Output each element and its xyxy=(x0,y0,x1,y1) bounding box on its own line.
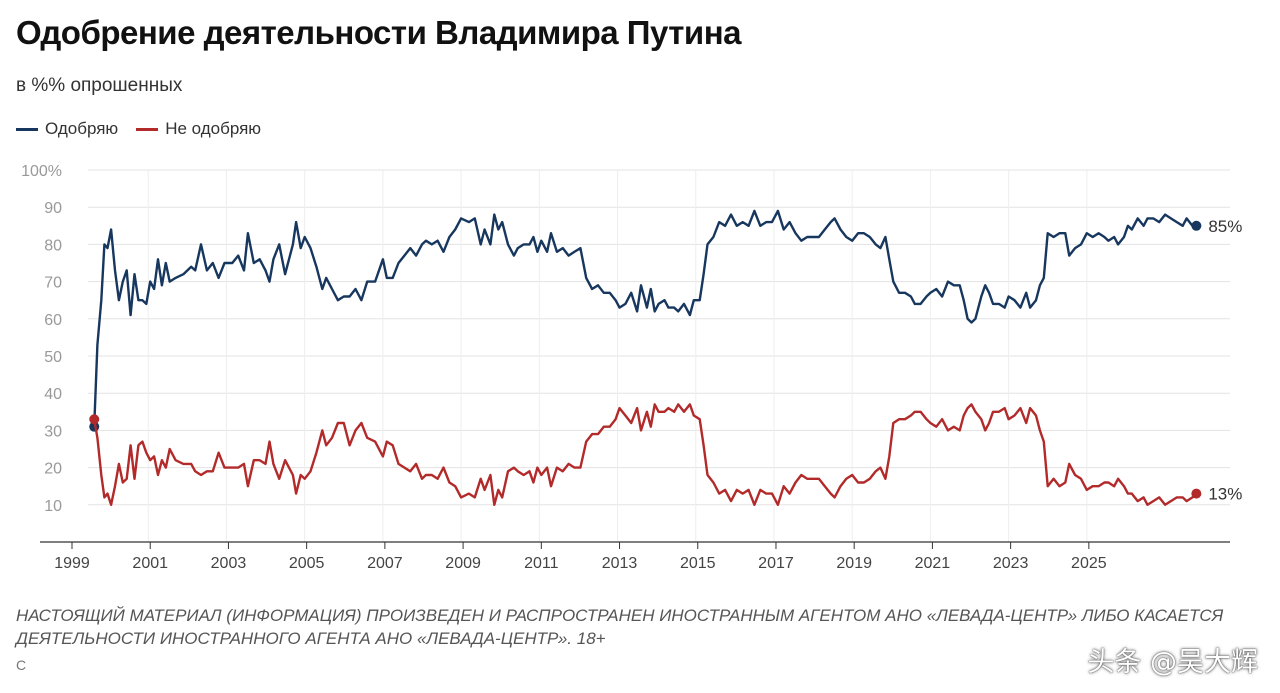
line-chart: 10 20 30 40 50 60 70 80 90 100% 1999 2001 2003 2005 20… xyxy=(21,163,1242,572)
xtick-label-2001: 2001 xyxy=(132,555,168,572)
xtick-label-2011: 2011 xyxy=(524,555,559,572)
legend-swatch-disapprove xyxy=(136,127,159,131)
xtick-label-2021: 2021 xyxy=(915,555,951,572)
series-end-label-0: 85% xyxy=(1208,217,1242,236)
xtick-label-2003: 2003 xyxy=(211,555,247,572)
chart-subtitle: в %% опрошенных xyxy=(16,75,183,96)
ytick-label-80: 80 xyxy=(44,237,62,254)
series-end-dot-1 xyxy=(1191,488,1202,499)
series-line-disapprove xyxy=(93,403,1198,506)
xtick-label-2023: 2023 xyxy=(993,555,1029,572)
xtick-label-2007: 2007 xyxy=(367,555,403,572)
ytick-label-70: 70 xyxy=(44,275,62,292)
legend-item-approve: Одобряю xyxy=(16,119,118,139)
legend-label-disapprove: Не одобряю xyxy=(165,119,262,138)
ytick-label-10: 10 xyxy=(44,498,62,515)
legend: Одобряю Не одобряю xyxy=(16,119,261,139)
ytick-label-50: 50 xyxy=(44,349,62,366)
xtick-label-2025: 2025 xyxy=(1071,555,1107,572)
xtick-label-2017: 2017 xyxy=(758,555,794,572)
ytick-label-60: 60 xyxy=(44,312,62,329)
legend-item-disapprove: Не одобряю xyxy=(136,119,261,139)
ytick-label-90: 90 xyxy=(44,200,62,217)
foreign-agent-disclaimer: НАСТОЯЩИЙ МАТЕРИАЛ (ИНФОРМАЦИЯ) ПРОИЗВЕД… xyxy=(16,606,1224,648)
chart-title: Одобрение деятельности Владимира Путина xyxy=(16,14,742,51)
source-note: С xyxy=(16,657,27,673)
series-line-approve xyxy=(93,209,1197,427)
watermark: 头条 @吴大辉 xyxy=(1087,647,1258,678)
ytick-label-20: 20 xyxy=(44,461,62,478)
ytick-label-40: 40 xyxy=(44,386,62,403)
xtick-label-1999: 1999 xyxy=(54,555,90,572)
ytick-label-100: 100% xyxy=(21,163,62,180)
xtick-label-2015: 2015 xyxy=(680,555,716,572)
legend-swatch-approve xyxy=(16,127,38,131)
xtick-label-2019: 2019 xyxy=(836,555,872,572)
xtick-label-2013: 2013 xyxy=(602,555,638,572)
series-end-label-1: 13% xyxy=(1208,485,1242,504)
series-start-dot-1 xyxy=(89,414,100,425)
legend-label-approve: Одобряю xyxy=(45,119,119,138)
ytick-label-30: 30 xyxy=(44,423,62,440)
series-end-dot-0 xyxy=(1191,220,1202,231)
xtick-label-2005: 2005 xyxy=(289,555,325,572)
xtick-label-2009: 2009 xyxy=(445,555,481,572)
